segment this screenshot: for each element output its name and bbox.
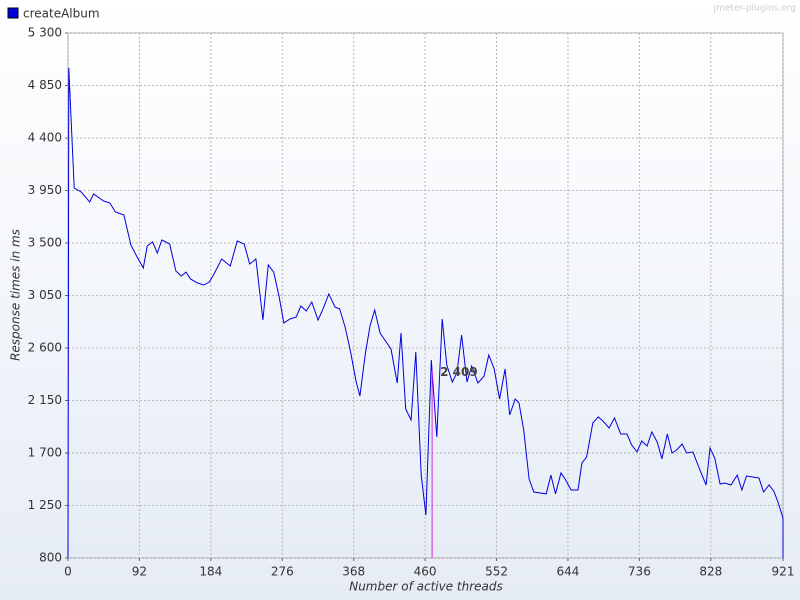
legend-swatch xyxy=(7,7,19,19)
x-axis-label: Number of active threads xyxy=(349,580,503,594)
y-axis-label: Response times in ms xyxy=(9,229,23,361)
x-tick-label: 460 xyxy=(414,565,437,579)
y-tick-label: 4 850 xyxy=(28,78,62,92)
x-tick-label: 92 xyxy=(132,565,147,579)
x-tick-label: 552 xyxy=(485,565,508,579)
y-tick-label: 1 700 xyxy=(28,446,62,460)
x-tick-label: 644 xyxy=(557,565,580,579)
y-tick-label: 800 xyxy=(39,551,62,565)
x-tick-label: 921 xyxy=(772,565,795,579)
y-tick-label: 4 400 xyxy=(28,131,62,145)
data-line xyxy=(67,67,784,559)
x-tick-label: 736 xyxy=(628,565,651,579)
y-tick-label: 5 300 xyxy=(28,26,62,40)
legend-label: createAlbum xyxy=(23,7,100,21)
x-tick-label: 184 xyxy=(199,565,222,579)
x-tick-label: 0 xyxy=(64,565,72,579)
y-tick-label: 3 950 xyxy=(28,183,62,197)
y-tick-label: 3 050 xyxy=(28,288,62,302)
y-tick-label: 3 500 xyxy=(28,236,62,250)
marker-label: 2 409 xyxy=(440,365,478,379)
x-tick-label: 828 xyxy=(699,565,722,579)
y-tick-label: 2 150 xyxy=(28,393,62,407)
watermark: jmeter-plugins.org xyxy=(713,4,796,14)
y-tick-label: 1 250 xyxy=(28,498,62,512)
y-tick-label: 2 600 xyxy=(28,341,62,355)
x-tick-label: 276 xyxy=(271,565,294,579)
x-tick-label: 368 xyxy=(342,565,365,579)
